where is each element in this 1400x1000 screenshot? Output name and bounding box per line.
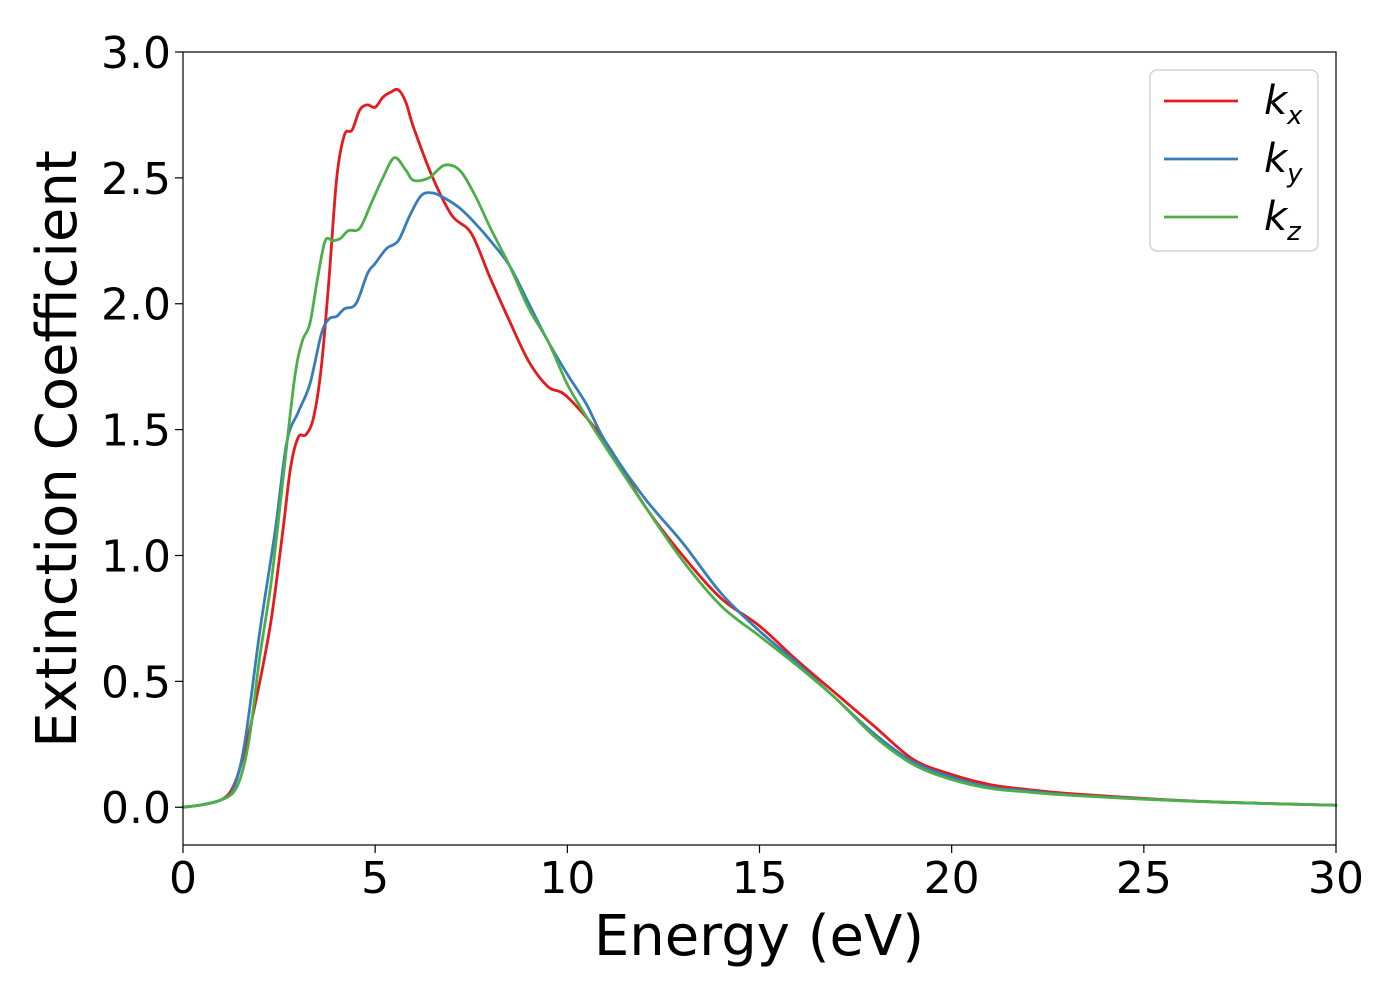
y-tick-label: 2.5 — [101, 154, 171, 205]
y-tick-label: 0.5 — [101, 657, 171, 708]
x-tick-label: 0 — [169, 853, 197, 904]
series-line-x — [181, 87, 1338, 809]
x-tick-label: 30 — [1308, 853, 1364, 904]
legend-label-base: k — [1264, 194, 1289, 240]
legend-label-base: k — [1264, 78, 1289, 124]
y-tick-label: 2.0 — [101, 280, 171, 331]
legend-label-subscript: y — [1286, 159, 1303, 189]
y-axis-label: Extinction Coefficient — [25, 150, 90, 748]
legend-label-x: kx — [1264, 78, 1303, 131]
y-tick-label: 1.0 — [101, 531, 171, 582]
series-layer — [181, 87, 1338, 809]
series-line-z — [181, 156, 1338, 809]
x-axis-label: Energy (eV) — [594, 904, 924, 969]
x-tick-label: 15 — [732, 853, 788, 904]
legend-box — [1149, 69, 1319, 252]
y-tick-label: 1.5 — [101, 406, 171, 457]
legend-label-base: k — [1264, 136, 1289, 182]
x-tick-label: 20 — [924, 853, 980, 904]
legend-label-subscript: z — [1286, 217, 1302, 247]
y-tick-label: 3.0 — [101, 28, 171, 79]
x-tick-label: 10 — [539, 853, 595, 904]
legend-label-subscript: x — [1286, 101, 1303, 131]
series-line-y — [181, 191, 1338, 809]
y-axis: 0.0 0.5 1.0 1.5 2.0 2.5 3.0 — [101, 28, 183, 834]
y-tick-label: 0.0 — [101, 783, 171, 834]
legend-label-y: ky — [1264, 136, 1303, 189]
x-tick-label: 5 — [361, 853, 389, 904]
x-tick-label: 25 — [1116, 853, 1172, 904]
legend-label-z: kz — [1264, 194, 1302, 247]
x-axis: 0 5 10 15 20 25 30 — [169, 845, 1364, 904]
